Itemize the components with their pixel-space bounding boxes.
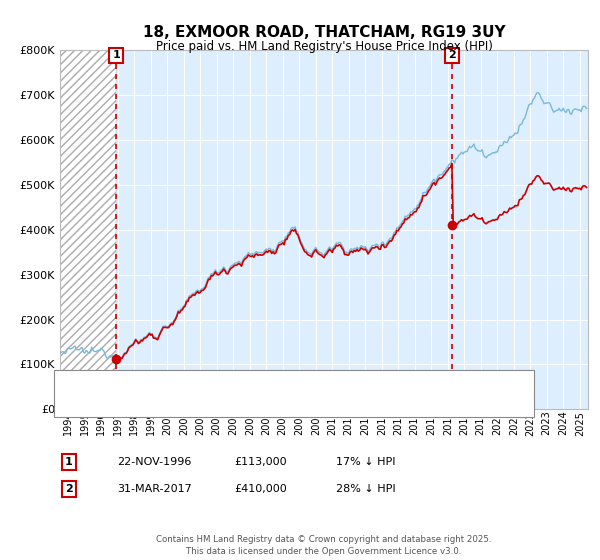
- Text: £113,000: £113,000: [234, 457, 287, 467]
- Text: 1: 1: [65, 457, 73, 467]
- Text: 28% ↓ HPI: 28% ↓ HPI: [336, 484, 395, 494]
- Text: ─────: ─────: [72, 374, 110, 388]
- Text: 18, EXMOOR ROAD, THATCHAM, RG19 3UY (detached house): 18, EXMOOR ROAD, THATCHAM, RG19 3UY (det…: [102, 376, 435, 386]
- Text: Price paid vs. HM Land Registry's House Price Index (HPI): Price paid vs. HM Land Registry's House …: [155, 40, 493, 53]
- Text: 17% ↓ HPI: 17% ↓ HPI: [336, 457, 395, 467]
- Text: 18, EXMOOR ROAD, THATCHAM, RG19 3UY: 18, EXMOOR ROAD, THATCHAM, RG19 3UY: [143, 25, 505, 40]
- Text: 22-NOV-1996: 22-NOV-1996: [117, 457, 191, 467]
- Text: 1: 1: [112, 50, 120, 60]
- Text: 2: 2: [448, 50, 456, 60]
- Text: HPI: Average price, detached house, West Berkshire: HPI: Average price, detached house, West…: [102, 396, 386, 407]
- Bar: [60, 50, 116, 409]
- Text: ─────: ─────: [72, 395, 110, 408]
- Text: Contains HM Land Registry data © Crown copyright and database right 2025.
This d: Contains HM Land Registry data © Crown c…: [156, 535, 492, 556]
- Text: 31-MAR-2017: 31-MAR-2017: [117, 484, 192, 494]
- Text: 2: 2: [65, 484, 73, 494]
- Text: £410,000: £410,000: [234, 484, 287, 494]
